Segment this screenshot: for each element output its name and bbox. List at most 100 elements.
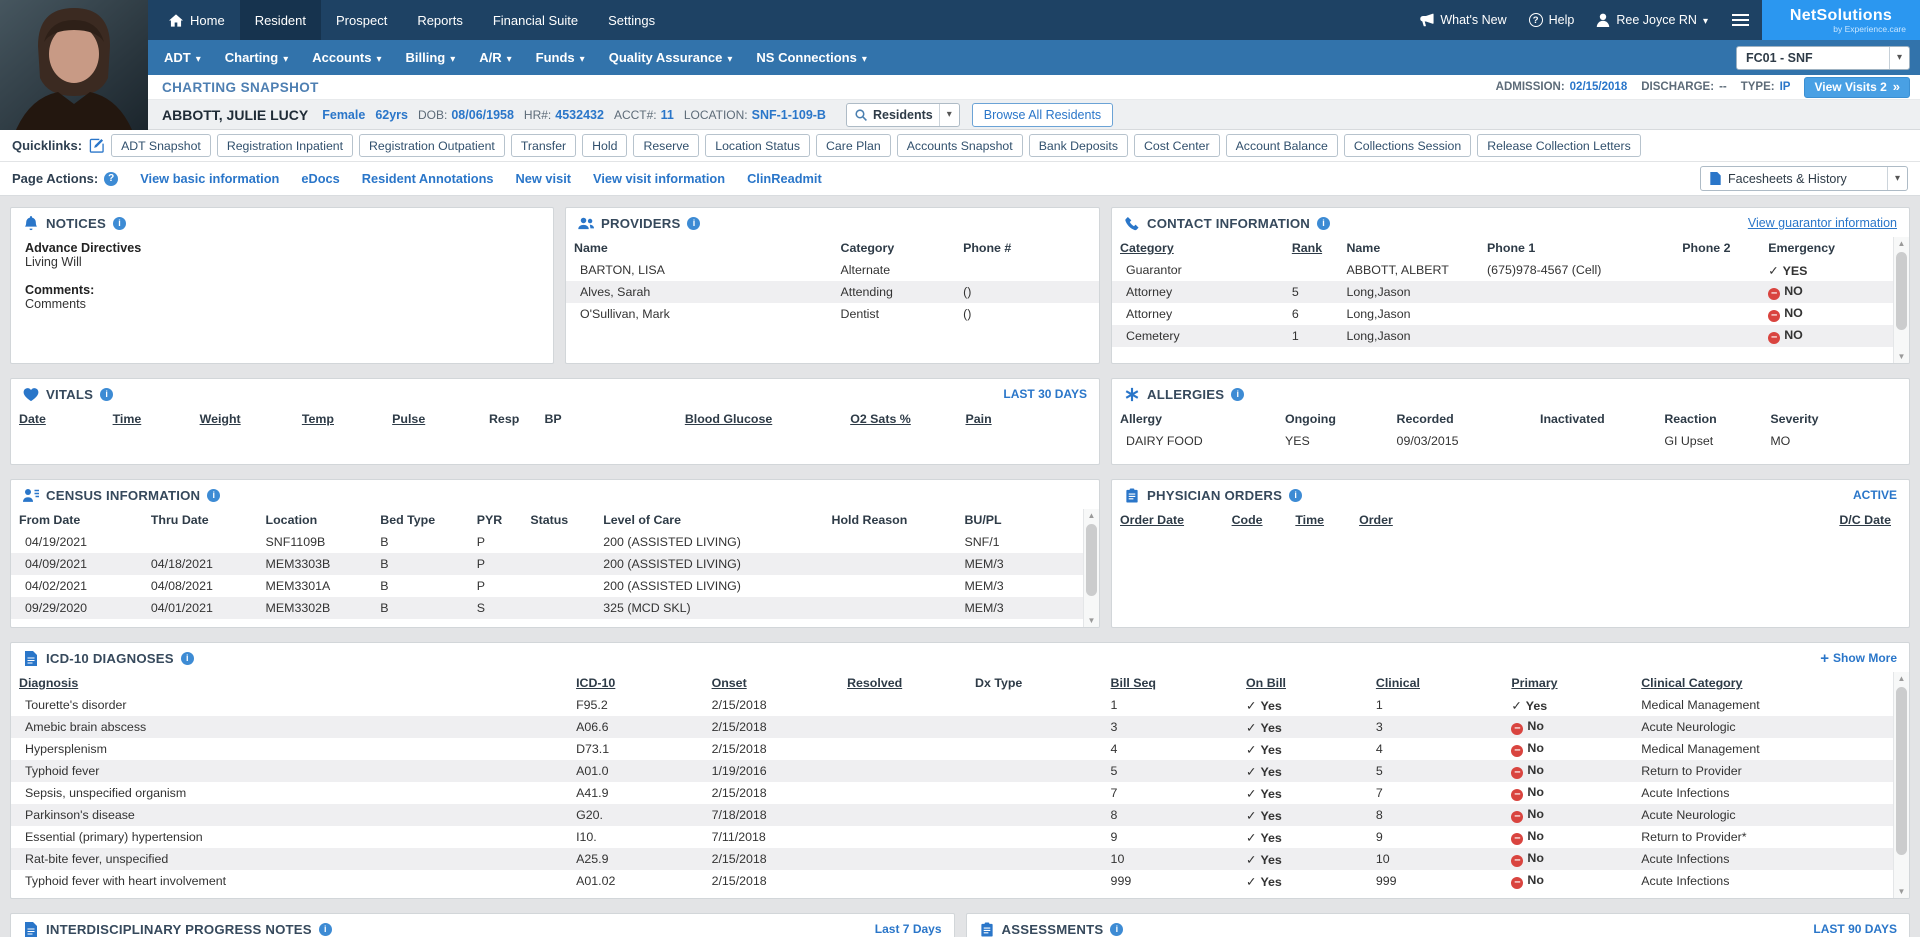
- quicklink-button[interactable]: Accounts Snapshot: [896, 134, 1023, 157]
- primary-nav-item[interactable]: Resident: [239, 0, 321, 40]
- last-90-days-link[interactable]: LAST 90 DAYS: [1813, 922, 1897, 936]
- column-header[interactable]: Weight: [199, 412, 241, 426]
- quicklink-button[interactable]: Care Plan: [816, 134, 891, 157]
- quicklink-button[interactable]: Release Collection Letters: [1477, 134, 1641, 157]
- column-header[interactable]: Temp: [301, 412, 334, 426]
- contact-row[interactable]: Attorney 6 Long,Jason NO: [1112, 303, 1893, 325]
- quicklink-button[interactable]: Bank Deposits: [1028, 134, 1128, 157]
- quicklink-button[interactable]: Collections Session: [1343, 134, 1472, 157]
- user-menu[interactable]: Ree Joyce RN: [1585, 0, 1719, 40]
- diagnosis-row[interactable]: Parkinson's disease G20. 7/18/2018 8 Yes…: [11, 804, 1893, 826]
- contact-row[interactable]: Cemetery 1 Long,Jason NO: [1112, 325, 1893, 347]
- page-action-link[interactable]: New visit: [515, 171, 572, 186]
- quicklink-button[interactable]: Cost Center: [1133, 134, 1220, 157]
- column-header[interactable]: Phone 2: [1682, 241, 1731, 255]
- quicklink-button[interactable]: Account Balance: [1225, 134, 1338, 157]
- column-header[interactable]: Time: [112, 412, 142, 426]
- info-icon[interactable]: [1110, 922, 1124, 936]
- column-header[interactable]: Order: [1359, 513, 1393, 527]
- info-icon[interactable]: [1317, 216, 1331, 230]
- secondary-nav-item[interactable]: A/R: [467, 40, 523, 75]
- allergy-row[interactable]: DAIRY FOOD YES 09/03/2015 GI Upset MO: [1112, 430, 1909, 452]
- column-header[interactable]: Order Date: [1120, 513, 1185, 527]
- secondary-nav-item[interactable]: NS Connections: [744, 40, 878, 75]
- diagnosis-row[interactable]: Rat-bite fever, unspecified A25.9 2/15/2…: [11, 848, 1893, 870]
- info-icon[interactable]: [687, 216, 701, 230]
- secondary-nav-item[interactable]: Accounts: [300, 40, 393, 75]
- census-row[interactable]: 04/09/2021 04/18/2021 MEM3303B B P 200 (…: [11, 553, 1083, 575]
- scrollbar-thumb[interactable]: [1896, 252, 1907, 330]
- page-action-link[interactable]: Resident Annotations: [361, 171, 494, 186]
- column-header[interactable]: Pulse: [392, 412, 426, 426]
- info-icon[interactable]: [207, 488, 221, 502]
- view-guarantor-link[interactable]: View guarantor information: [1747, 216, 1897, 230]
- column-header[interactable]: Blood Glucose: [684, 412, 773, 426]
- column-header[interactable]: Clinical: [1375, 676, 1420, 690]
- column-header[interactable]: Category: [1120, 241, 1174, 255]
- primary-nav-item[interactable]: Settings: [593, 0, 670, 40]
- page-action-link[interactable]: eDocs: [301, 171, 340, 186]
- diagnosis-row[interactable]: Hypersplenism D73.1 2/15/2018 4 Yes 4 No…: [11, 738, 1893, 760]
- primary-nav-item[interactable]: Financial Suite: [478, 0, 593, 40]
- column-header[interactable]: Emergency: [1768, 241, 1836, 255]
- quicklink-button[interactable]: Hold: [582, 134, 628, 157]
- column-header[interactable]: D/C Date: [1839, 513, 1891, 527]
- edit-quicklinks-icon[interactable]: [89, 138, 104, 153]
- census-row[interactable]: 04/19/2021 SNF1109B B P 200 (ASSISTED LI…: [11, 531, 1083, 553]
- quicklink-button[interactable]: Location Status: [705, 134, 811, 157]
- column-header[interactable]: Name: [1346, 241, 1381, 255]
- column-header[interactable]: ICD-10: [576, 676, 616, 690]
- column-header[interactable]: Dx Type: [975, 676, 1023, 690]
- residents-dropdown-button[interactable]: Residents: [845, 102, 960, 127]
- column-header[interactable]: Date: [19, 412, 46, 426]
- diagnosis-row[interactable]: Typhoid fever with heart involvement A01…: [11, 870, 1893, 892]
- column-header[interactable]: Pain: [965, 412, 992, 426]
- column-header[interactable]: O2 Sats %: [850, 412, 911, 426]
- column-header[interactable]: Onset: [711, 676, 747, 690]
- column-header[interactable]: Clinical Category: [1641, 676, 1743, 690]
- page-action-link[interactable]: View visit information: [593, 171, 726, 186]
- secondary-nav-item[interactable]: Quality Assurance: [597, 40, 745, 75]
- scrollbar-thumb[interactable]: [1086, 524, 1097, 596]
- census-row[interactable]: 09/29/2020 04/01/2021 MEM3302B B S 325 (…: [11, 597, 1083, 619]
- info-icon[interactable]: [100, 387, 114, 401]
- column-header[interactable]: Time: [1295, 513, 1325, 527]
- page-action-link[interactable]: View basic information: [140, 171, 280, 186]
- column-header[interactable]: Phone 1: [1487, 241, 1536, 255]
- quicklink-button[interactable]: Registration Outpatient: [359, 134, 505, 157]
- info-icon[interactable]: [1289, 488, 1303, 502]
- column-header[interactable]: Rank: [1291, 241, 1323, 255]
- info-icon[interactable]: [318, 922, 332, 936]
- browse-all-residents-button[interactable]: Browse All Residents: [971, 102, 1114, 127]
- provider-row[interactable]: BARTON, LISA Alternate: [566, 259, 1099, 281]
- hamburger-menu-icon[interactable]: [1719, 0, 1762, 40]
- column-header[interactable]: Resolved: [847, 676, 903, 690]
- last-30-days-link[interactable]: LAST 30 DAYS: [1003, 387, 1087, 401]
- contact-row[interactable]: Attorney 5 Long,Jason NO: [1112, 281, 1893, 303]
- quicklink-button[interactable]: ADT Snapshot: [111, 134, 211, 157]
- scrollbar[interactable]: [1893, 237, 1909, 363]
- diagnosis-row[interactable]: Essential (primary) hypertension I10. 7/…: [11, 826, 1893, 848]
- quicklink-button[interactable]: Reserve: [633, 134, 700, 157]
- column-header[interactable]: BP: [544, 412, 562, 426]
- show-more-link[interactable]: Show More: [1832, 651, 1897, 665]
- census-row[interactable]: 04/02/2021 04/08/2021 MEM3301A B P 200 (…: [11, 575, 1083, 597]
- column-header[interactable]: Bill Seq: [1110, 676, 1156, 690]
- info-icon[interactable]: [113, 216, 127, 230]
- active-orders-link[interactable]: ACTIVE: [1852, 488, 1897, 502]
- contact-row[interactable]: Guarantor ABBOTT, ALBERT (675)978-4567 (…: [1112, 259, 1893, 281]
- column-header[interactable]: Primary: [1511, 676, 1558, 690]
- diagnosis-row[interactable]: Tourette's disorder F95.2 2/15/2018 1 Ye…: [11, 694, 1893, 716]
- column-header[interactable]: Resp: [488, 412, 520, 426]
- question-icon[interactable]: [104, 171, 119, 186]
- column-header[interactable]: Diagnosis: [19, 676, 79, 690]
- column-header[interactable]: Code: [1231, 513, 1263, 527]
- whats-new-link[interactable]: What's New: [1409, 0, 1517, 40]
- provider-row[interactable]: O'Sullivan, Mark Dentist (): [566, 303, 1099, 325]
- column-header[interactable]: On Bill: [1246, 676, 1286, 690]
- scrollbar[interactable]: [1083, 509, 1099, 627]
- scrollbar-thumb[interactable]: [1896, 687, 1907, 855]
- quicklink-button[interactable]: Transfer: [510, 134, 577, 157]
- secondary-nav-item[interactable]: Charting: [213, 40, 300, 75]
- quicklink-button[interactable]: Registration Inpatient: [216, 134, 354, 157]
